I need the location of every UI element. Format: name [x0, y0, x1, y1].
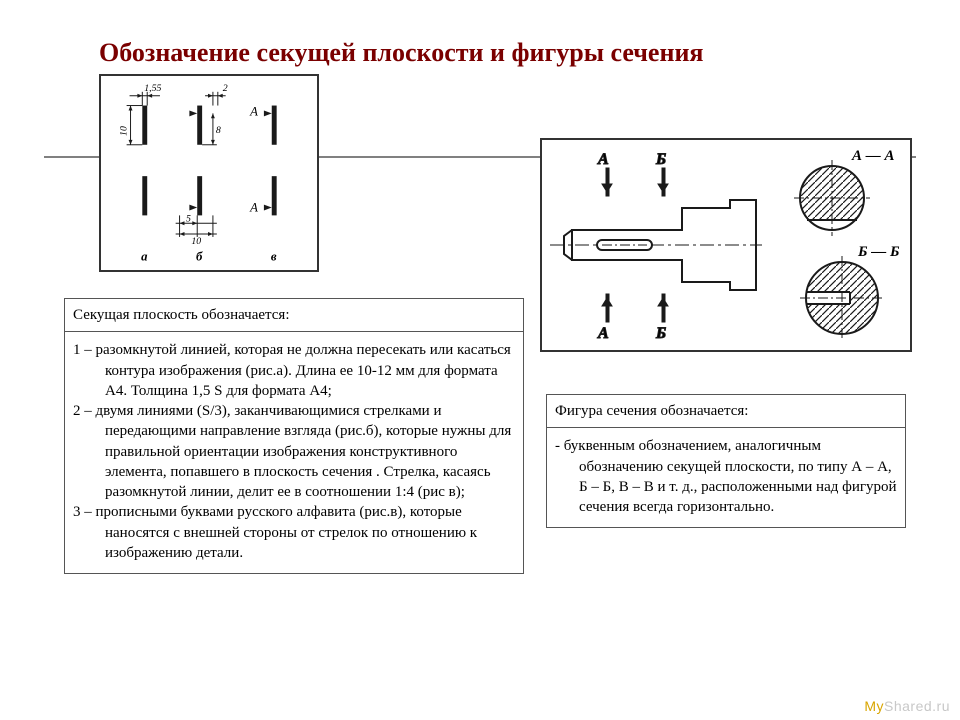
left-table-header: Секущая плоскость обозначается: [65, 299, 523, 332]
right-table: Фигура сечения обозначается: - буквенным… [546, 394, 906, 528]
left-table: Секущая плоскость обозначается: 1 – разо… [64, 298, 524, 574]
svg-text:Б: Б [655, 151, 666, 168]
svg-text:в: в [271, 249, 277, 263]
watermark: MyShared.ru [864, 698, 950, 714]
figure-2-svg: А Б А Б А — А [542, 140, 910, 350]
svg-text:10: 10 [119, 126, 130, 136]
svg-text:5: 5 [186, 213, 191, 224]
watermark-prefix: My [864, 698, 884, 714]
svg-text:А: А [249, 104, 258, 118]
left-table-body: 1 – разомкнутой линией, которая не должн… [65, 332, 523, 573]
svg-text:б: б [196, 249, 203, 263]
right-table-body: - буквенным обозначением, аналогичным об… [547, 428, 905, 527]
watermark-suffix: Shared.ru [884, 698, 950, 714]
svg-text:8: 8 [216, 125, 221, 136]
figure-2: А Б А Б А — А [540, 138, 912, 352]
svg-text:а: а [141, 249, 148, 263]
svg-text:1,55: 1,55 [144, 83, 161, 94]
right-table-header: Фигура сечения обозначается: [547, 395, 905, 428]
figure-1-svg: 1,55 10 2 8 [107, 82, 311, 264]
svg-text:Б — Б: Б — Б [857, 244, 900, 260]
page-title: Обозначение секущей плоскости и фигуры с… [99, 38, 704, 68]
svg-text:2: 2 [223, 83, 228, 94]
figure-1: 1,55 10 2 8 [99, 74, 319, 272]
svg-text:10: 10 [191, 236, 201, 247]
svg-text:А: А [249, 200, 258, 214]
svg-text:А: А [597, 151, 609, 168]
svg-text:А: А [597, 325, 609, 342]
svg-text:А — А: А — А [851, 148, 895, 164]
svg-text:Б: Б [655, 325, 666, 342]
